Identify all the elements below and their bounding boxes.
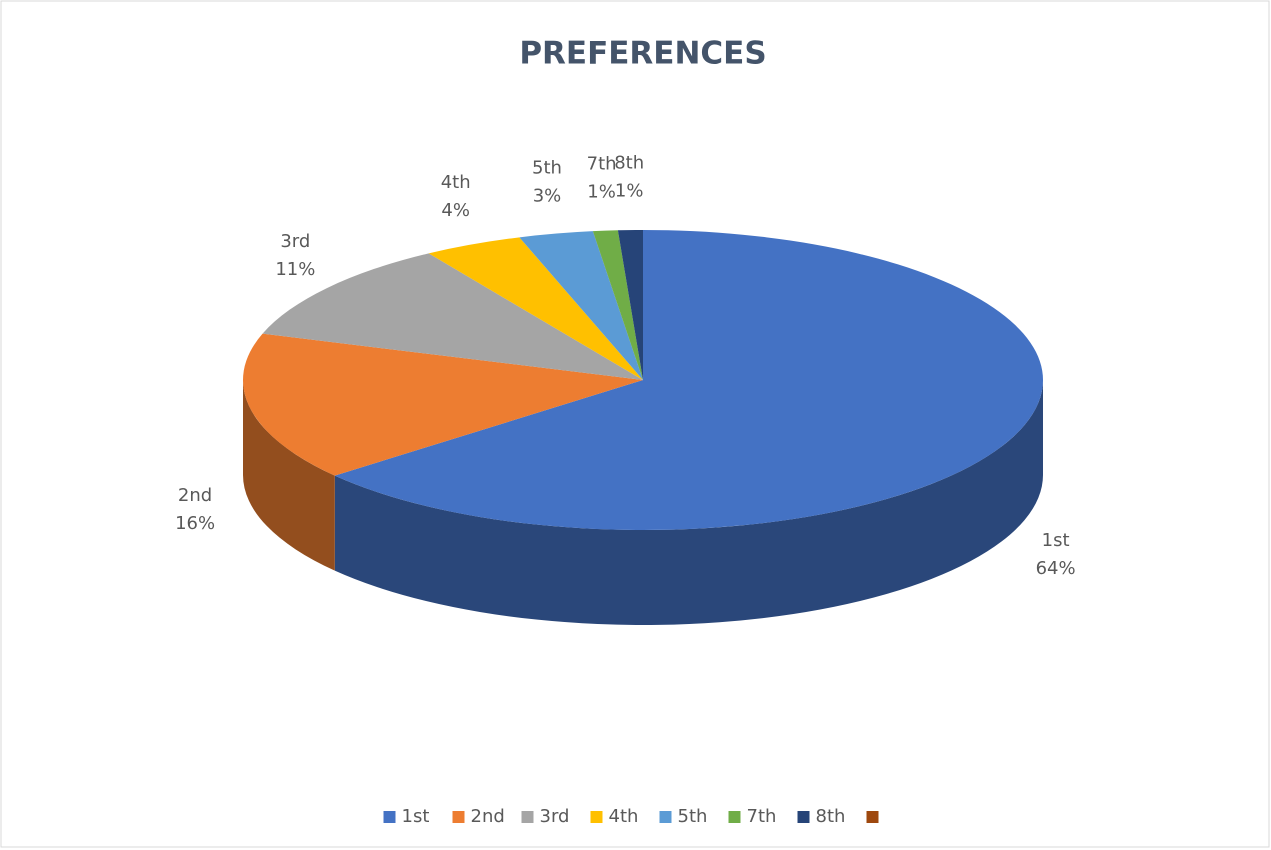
data-label-category: 2nd — [178, 485, 212, 506]
pie-slice — [617, 230, 643, 380]
data-label-value: 1% — [587, 181, 616, 202]
legend-label: 7th — [747, 806, 777, 827]
data-label-value: 1% — [615, 181, 644, 202]
pie-slice-side — [243, 380, 335, 571]
legend-swatch — [521, 811, 534, 823]
pie-slice — [592, 230, 643, 380]
data-label-value: 3% — [533, 185, 562, 206]
pie-slice — [262, 253, 643, 380]
pie-slice-side — [334, 380, 1044, 625]
data-label-value: 64% — [1036, 558, 1076, 579]
data-label-category: 4th — [441, 172, 471, 193]
data-label-value: 11% — [275, 259, 315, 280]
legend-swatch — [866, 811, 879, 823]
legend-label: 8th — [816, 806, 846, 827]
data-label-category: 5th — [532, 157, 562, 178]
pie-slice — [243, 333, 644, 476]
legend-swatch — [590, 811, 603, 823]
legend-label: 5th — [678, 806, 708, 827]
data-label-value: 16% — [175, 513, 215, 534]
legend-label: 4th — [609, 806, 639, 827]
legend-swatch — [797, 811, 810, 823]
pie-slice — [334, 230, 1044, 530]
legend-swatch — [659, 811, 672, 823]
legend-swatch — [728, 811, 741, 823]
legend-label: 2nd — [471, 806, 505, 827]
data-label-category: 7th — [587, 153, 617, 174]
pie-slice — [519, 231, 643, 380]
legend-label: 3rd — [540, 806, 570, 827]
legend-swatch — [452, 811, 465, 823]
data-label-category: 8th — [614, 153, 644, 174]
data-label-category: 1st — [1042, 530, 1070, 551]
data-label-value: 4% — [441, 200, 470, 221]
legend-label: 1st — [402, 806, 430, 827]
chart-title: PREFERENCES — [519, 36, 766, 72]
legend-swatch — [383, 811, 396, 823]
pie-slice — [428, 237, 643, 380]
data-label-category: 3rd — [280, 231, 310, 252]
